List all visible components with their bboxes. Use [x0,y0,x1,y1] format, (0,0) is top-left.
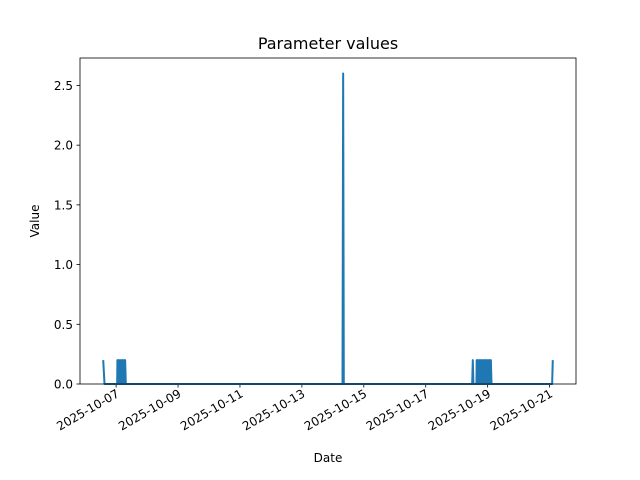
x-tick-label: 2025-10-13 [240,386,307,433]
data-line [102,72,554,385]
x-tick-label: 2025-10-11 [178,386,245,433]
y-tick-label: 0.5 [54,318,73,332]
x-tick-label: 2025-10-15 [302,386,369,433]
x-axis-label: Date [314,451,343,465]
x-tick-label: 2025-10-09 [116,386,183,433]
y-tick-label: 2.5 [54,79,73,93]
y-tick-label: 1.5 [54,198,73,212]
y-axis-label: Value [28,205,42,238]
x-tick-label: 2025-10-17 [364,386,431,433]
axes-frame [79,57,577,385]
y-tick-label: 0.0 [54,378,73,392]
y-tick-label: 2.0 [54,139,73,153]
x-tick-label: 2025-10-19 [426,386,493,433]
x-tick-label: 2025-10-21 [488,386,555,433]
chart-title: Parameter values [258,34,398,53]
y-tick-label: 1.0 [54,258,73,272]
x-tick-label: 2025-10-07 [54,386,121,433]
